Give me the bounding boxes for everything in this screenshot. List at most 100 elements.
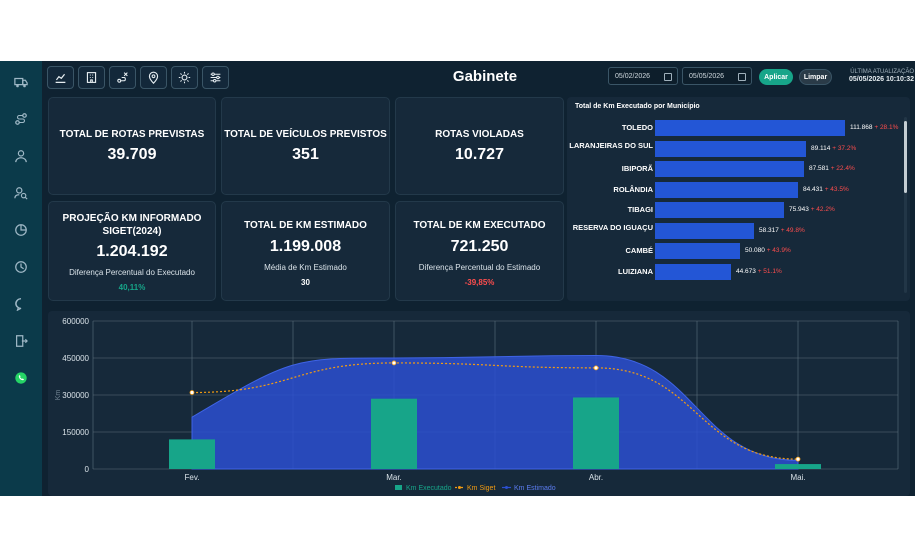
municipio-value: 75.943 + 42.2% (789, 206, 835, 213)
municipio-row[interactable]: TOLEDO 111.868 + 28.1% (567, 120, 902, 136)
km-executado-bar (371, 398, 417, 469)
kpi-value: 1.199.008 (269, 238, 342, 255)
municipio-bar[interactable] (655, 202, 784, 218)
municipio-label: TOLEDO (621, 123, 653, 132)
municipio-label: LUIZIANA (618, 266, 653, 276)
dashboard-app: Gabinete 05/02/2026 05/05/2026 Aplicar L… (0, 61, 915, 496)
page-title: Gabinete (452, 68, 518, 85)
municipio-value-number: 111.868 (850, 124, 875, 131)
kpi-subvalue: 30 (301, 278, 310, 287)
user-icon[interactable] (12, 147, 30, 165)
kpi-card-rotas-violadas: ROTAS VIOLADAS 10.727 (395, 97, 564, 195)
municipio-delta: + 42.2% (810, 206, 835, 213)
municipio-bar[interactable] (655, 140, 806, 157)
kpi-subtitle: Diferença Percentual do Estimado (418, 263, 541, 272)
municipio-label: ROLÂNDIA (613, 184, 653, 194)
municipio-label: CAMBÉ (625, 246, 654, 255)
municipio-row[interactable]: IBIPORÃ 87.581 + 22.4% (567, 161, 902, 177)
municipio-value: 84.431 + 43.5% (803, 186, 849, 193)
route-cross-icon[interactable] (109, 66, 136, 89)
chart-pie-icon[interactable] (12, 221, 30, 239)
chat-icon[interactable] (12, 295, 30, 313)
municipio-bar[interactable] (655, 161, 804, 177)
km-executado-bar (775, 464, 821, 469)
km-chart-panel: 0 150000 300000 450000 600000 Km Fev. Mar. Abr. M… (48, 311, 910, 496)
clock-icon[interactable] (12, 258, 30, 276)
truck-icon[interactable] (12, 73, 30, 91)
x-tick-label: Mai. (790, 473, 805, 482)
km-siget-line (191, 362, 799, 460)
municipio-value: 58.317 + 49.8% (759, 227, 805, 234)
municipio-value: 89.114 + 37.2% (811, 145, 856, 152)
legend-marker (505, 486, 508, 489)
user-search-icon[interactable] (12, 184, 30, 202)
municipio-delta: + 43.9% (766, 247, 791, 254)
kpi-value: 39.709 (107, 146, 157, 163)
municipio-delta: + 43.5% (824, 185, 849, 193)
municipio-value-number: 50.080 (745, 247, 767, 254)
route-icon[interactable] (12, 110, 30, 128)
municipio-delta: + 51.1% (757, 267, 782, 275)
date-to-input[interactable]: 05/05/2026 (682, 67, 752, 85)
map-pin-icon[interactable] (140, 66, 167, 89)
kpi-value: 1.204.192 (96, 243, 168, 260)
municipio-row[interactable]: CAMBÉ 50.080 + 43.9% (567, 243, 902, 259)
last-update-label: ÚLTIMA ATUALIZAÇÃO (850, 69, 914, 75)
kpi-percent: 40,11% (118, 283, 146, 292)
km-executado-bar (169, 439, 215, 469)
km-siget-point (189, 390, 195, 395)
municipio-value-number: 44.673 (736, 267, 758, 275)
municipio-label: RESERVA DO IGUAÇU (572, 222, 653, 232)
municipio-bar[interactable] (655, 263, 731, 280)
x-tick-label: Mar. (386, 473, 402, 482)
municipio-delta: + 28.1% (874, 124, 899, 131)
municipio-value-number: 87.581 (809, 165, 831, 172)
y-tick-label: 300000 (62, 391, 89, 400)
municipio-value: 50.080 + 43.9% (745, 247, 791, 254)
municipio-label: IBIPORÃ (621, 164, 653, 173)
clear-button[interactable]: Limpar (799, 69, 832, 85)
municipio-bar[interactable] (655, 181, 798, 198)
km-executado-bar (573, 397, 619, 469)
scrollbar[interactable] (904, 117, 907, 293)
date-from-input[interactable]: 05/02/2026 (608, 67, 678, 85)
kpi-title: TOTAL DE VEÍCULOS PREVISTOS (224, 129, 387, 140)
building-icon[interactable] (78, 66, 105, 89)
kpi-value: 351 (292, 146, 319, 163)
y-tick-label: 600000 (62, 317, 89, 326)
legend-swatch (395, 485, 402, 490)
whatsapp-icon[interactable] (12, 369, 30, 387)
municipio-row[interactable]: TIBAGI 75.943 + 42.2% (567, 202, 902, 218)
sun-icon[interactable] (171, 66, 198, 89)
calendar-icon[interactable] (738, 73, 746, 81)
y-axis-label: Km (55, 390, 62, 401)
municipio-value-number: 75.943 (789, 206, 811, 213)
municipio-row[interactable]: RESERVA DO IGUAÇU 58.317 + 49.8% (567, 222, 902, 239)
door-exit-icon[interactable] (12, 332, 30, 350)
km-siget-point (391, 360, 397, 366)
municipio-bar[interactable] (655, 243, 740, 259)
km-siget-point (795, 456, 801, 462)
sliders-icon[interactable] (202, 66, 229, 89)
municipio-delta: + 37.2% (832, 144, 857, 152)
chart-line-icon[interactable] (47, 66, 74, 89)
municipio-bar[interactable] (655, 120, 845, 136)
scrollbar-thumb[interactable] (904, 121, 907, 193)
municipio-delta: + 22.4% (830, 165, 855, 172)
kpi-subtitle: Diferença Percentual do Executado (69, 268, 195, 277)
municipio-row[interactable]: ROLÂNDIA 84.431 + 43.5% (567, 181, 902, 198)
apply-button[interactable]: Aplicar (759, 69, 793, 85)
kpi-value: 721.250 (450, 238, 509, 255)
municipios-title: Total de Km Executado por Município (575, 103, 700, 110)
municipio-bar[interactable] (655, 222, 754, 239)
km-estimado-area (191, 355, 799, 470)
municipio-row[interactable]: LUIZIANA 44.673 + 51.1% (567, 263, 902, 280)
km-siget-point (593, 365, 599, 371)
municipio-value: 87.581 + 22.4% (809, 165, 855, 172)
y-tick-label: 0 (85, 465, 90, 474)
legend-marker (458, 486, 461, 489)
municipio-value-number: 58.317 (759, 226, 781, 234)
municipio-row[interactable]: LARANJEIRAS DO SUL 89.114 + 37.2% (567, 140, 902, 157)
municipio-value: 44.673 + 51.1% (736, 268, 782, 275)
calendar-icon[interactable] (664, 73, 672, 81)
